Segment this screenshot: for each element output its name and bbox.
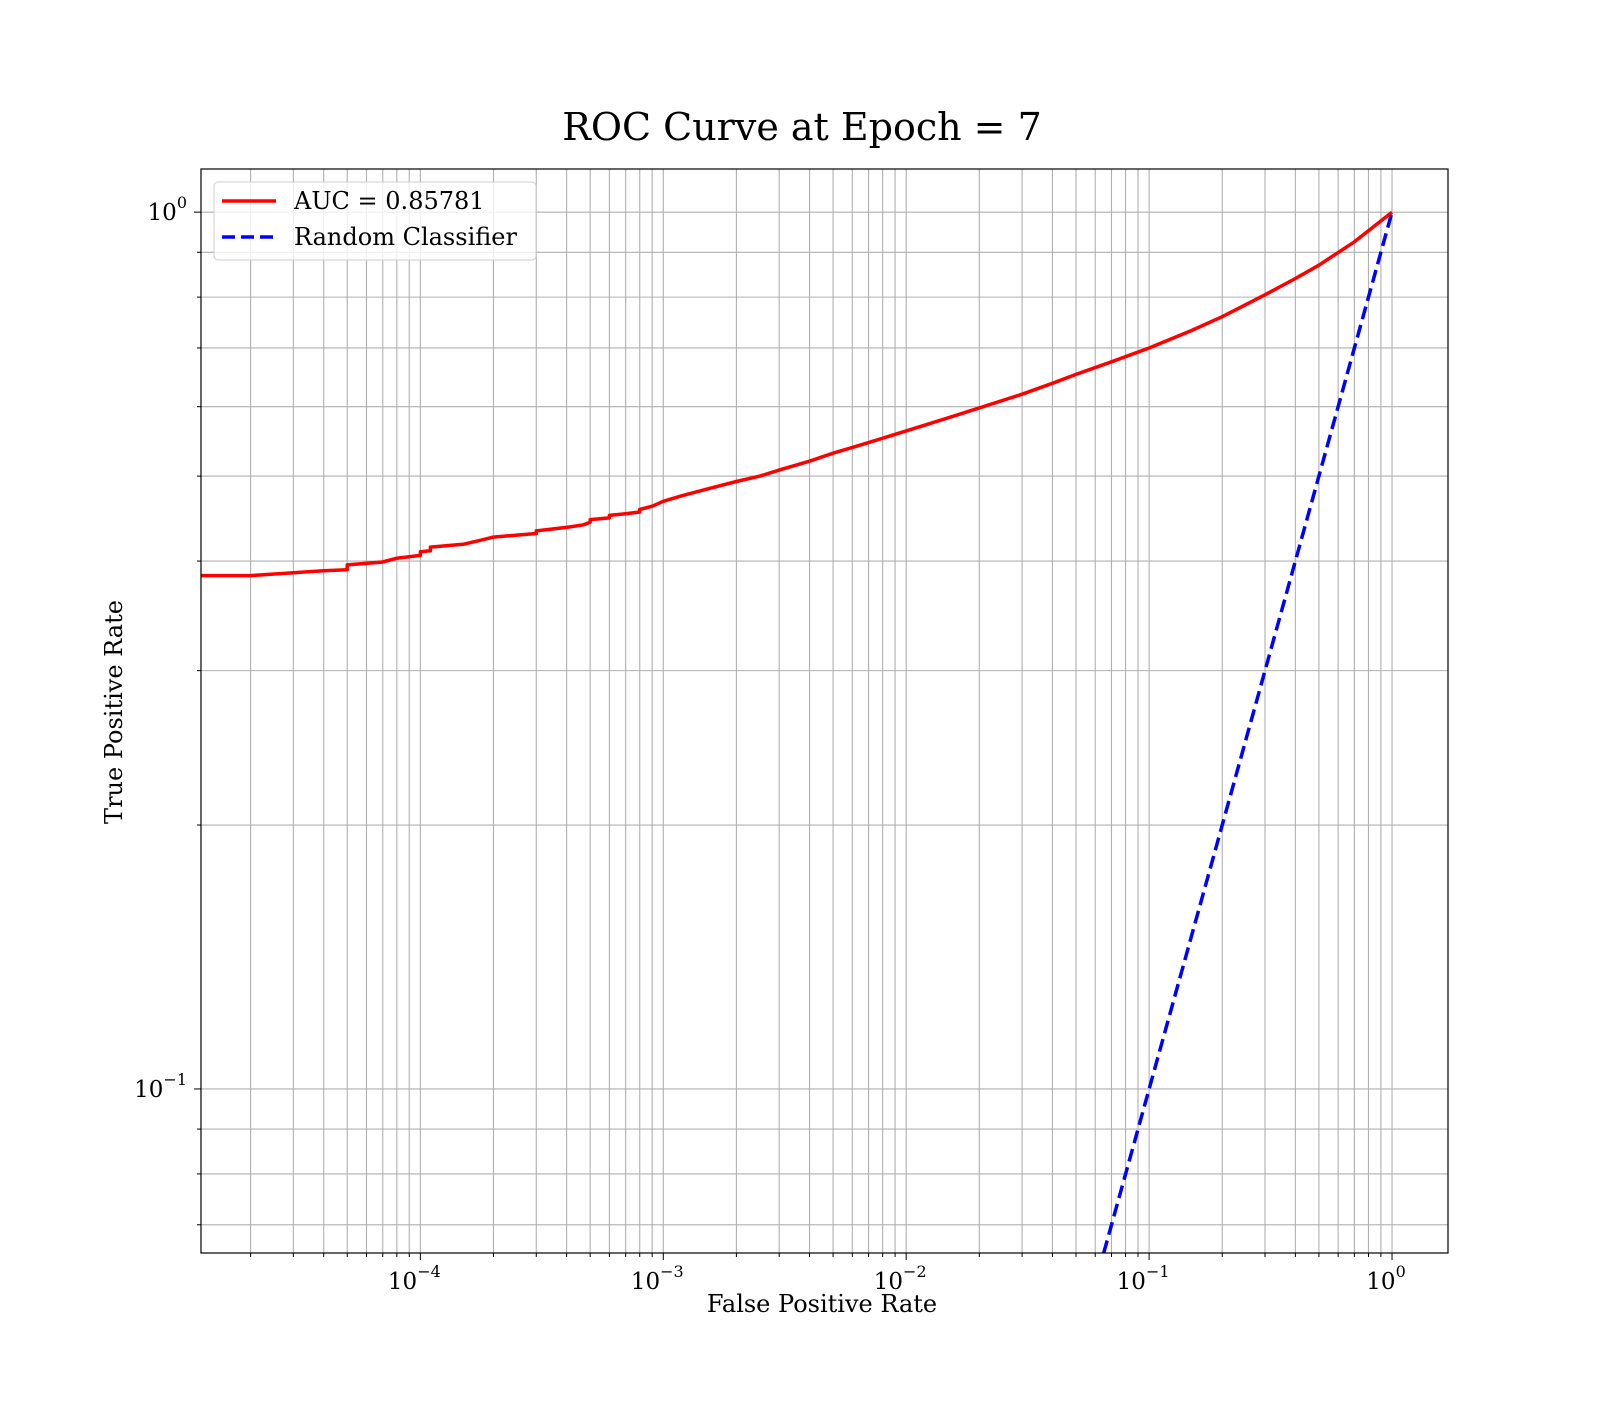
y-axis-label: True Positive Rate [100,600,128,824]
series-layer [201,210,1394,1253]
legend-label-auc: AUC = 0.85781 [293,187,485,215]
plot-frame [200,168,1449,1254]
chart-title: ROC Curve at Epoch = 7 [562,105,1042,149]
x-axis-label: False Positive Rate [707,1290,937,1318]
x-tick-label: 100 [1366,1262,1405,1295]
legend-box [213,181,537,261]
x-tick-label: 10−4 [388,1262,441,1295]
roc-curve-line [201,210,1394,578]
x-tick-label: 10−3 [631,1262,684,1295]
legend: AUC = 0.85781 Random Classifier [213,181,537,261]
y-tick-label: 100 [148,193,187,226]
x-tick-label: 10−1 [1117,1262,1170,1295]
random-classifier-line [1102,211,1394,1253]
tick-layer: 10−4 10−3 10−2 10−1 100 10−1 100 [134,193,1406,1295]
y-tick-label: 10−1 [134,1070,187,1103]
legend-label-random-classifier: Random Classifier [294,223,517,251]
x-tick-label: 10−2 [874,1262,927,1295]
